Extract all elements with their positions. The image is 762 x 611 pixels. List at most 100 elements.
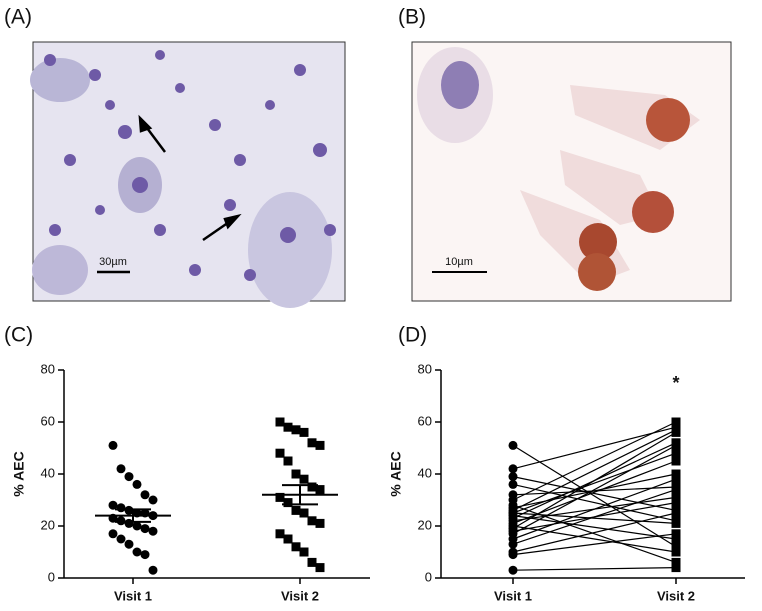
x-tick-label: Visit 1 [494, 588, 532, 603]
significance-mark: * [672, 373, 679, 393]
data-point [307, 482, 317, 492]
pair-line [512, 473, 677, 509]
data-point [315, 485, 325, 495]
pair-line [512, 525, 677, 553]
micrograph-a: 30µm [30, 41, 346, 308]
data-point [275, 417, 285, 427]
data-point [124, 539, 134, 549]
data-point [299, 547, 309, 557]
panel-label: (C) [4, 324, 33, 347]
data-point [132, 479, 142, 489]
data-point [116, 464, 126, 474]
data-point [140, 550, 150, 560]
data-point [508, 472, 518, 482]
data-point [291, 542, 301, 552]
data-point [307, 438, 317, 448]
data-point [508, 440, 518, 450]
data-point [307, 516, 317, 526]
data-point [671, 557, 681, 567]
pair-line [512, 567, 677, 571]
scale-bar-label: 10µm [445, 256, 473, 268]
data-point [671, 563, 681, 573]
data-point [299, 427, 309, 437]
data-point [140, 490, 150, 500]
data-point [671, 498, 681, 508]
y-tick-label: 60 [418, 413, 432, 428]
pair-line [512, 431, 677, 530]
data-point [116, 534, 126, 544]
data-point [671, 448, 681, 458]
data-point [299, 474, 309, 484]
pair-line [512, 452, 677, 514]
pair-line [512, 512, 677, 524]
x-tick-label: Visit 2 [657, 588, 695, 603]
data-point [283, 534, 293, 544]
y-tick-label: 80 [41, 361, 55, 376]
data-point [291, 469, 301, 479]
data-point [671, 474, 681, 484]
data-point [124, 505, 134, 515]
pair-line [512, 478, 677, 540]
data-point [108, 440, 118, 450]
data-point [116, 516, 126, 526]
data-point [140, 524, 150, 534]
data-point [307, 557, 317, 567]
x-tick-label: Visit 2 [281, 588, 319, 603]
pair-line [512, 476, 677, 511]
y-axis-label: % AEC [388, 451, 404, 496]
data-point [671, 534, 681, 544]
y-tick-label: 0 [48, 569, 55, 584]
data-point [148, 526, 158, 536]
pair-line [512, 512, 677, 553]
data-point [671, 529, 681, 539]
pair-line [512, 533, 677, 556]
pair-line [512, 444, 677, 535]
pair-line [512, 426, 677, 470]
y-tick-label: 60 [41, 413, 55, 428]
data-point [291, 425, 301, 435]
data-point [508, 479, 518, 489]
data-point [671, 492, 681, 502]
data-point [671, 547, 681, 557]
panel-label: (B) [398, 6, 426, 29]
data-point [671, 518, 681, 528]
data-point [283, 498, 293, 508]
data-point [671, 508, 681, 518]
data-point [291, 505, 301, 515]
y-tick-label: 80 [418, 361, 432, 376]
y-tick-label: 0 [425, 569, 432, 584]
data-point [508, 464, 518, 474]
data-point [671, 427, 681, 437]
panel-label: (A) [4, 6, 32, 29]
panel-label: (D) [398, 324, 427, 347]
data-point [108, 529, 118, 539]
data-point [132, 521, 142, 531]
y-tick-label: 40 [41, 465, 55, 480]
data-point [108, 500, 118, 510]
micrograph-b: 10µm [411, 41, 732, 302]
pair-line [512, 483, 677, 522]
y-tick-label: 40 [418, 465, 432, 480]
data-point [671, 417, 681, 427]
y-axis-label: % AEC [11, 451, 27, 496]
data-point [671, 542, 681, 552]
pair-line [512, 421, 677, 501]
pair-line [512, 489, 677, 545]
pair-line [512, 429, 677, 511]
data-point [671, 440, 681, 450]
data-point [671, 456, 681, 466]
data-point [508, 565, 518, 575]
data-point [116, 503, 126, 513]
data-point [508, 550, 518, 560]
data-point [283, 422, 293, 432]
data-point [299, 508, 309, 518]
x-tick-label: Visit 1 [114, 588, 152, 603]
data-point [148, 495, 158, 505]
scale-bar-label: 30µm [99, 256, 127, 268]
data-point [275, 529, 285, 539]
y-tick-label: 20 [418, 517, 432, 532]
data-point [132, 547, 142, 557]
data-point [275, 492, 285, 502]
data-point [275, 448, 285, 458]
data-point [124, 472, 134, 482]
